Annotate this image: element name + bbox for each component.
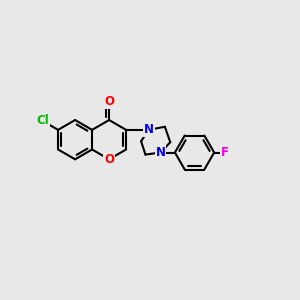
Text: O: O xyxy=(104,95,114,109)
Text: F: F xyxy=(221,146,229,159)
Text: O: O xyxy=(104,153,114,166)
Text: N: N xyxy=(144,123,154,136)
Text: N: N xyxy=(155,146,166,159)
Text: Cl: Cl xyxy=(36,114,49,127)
